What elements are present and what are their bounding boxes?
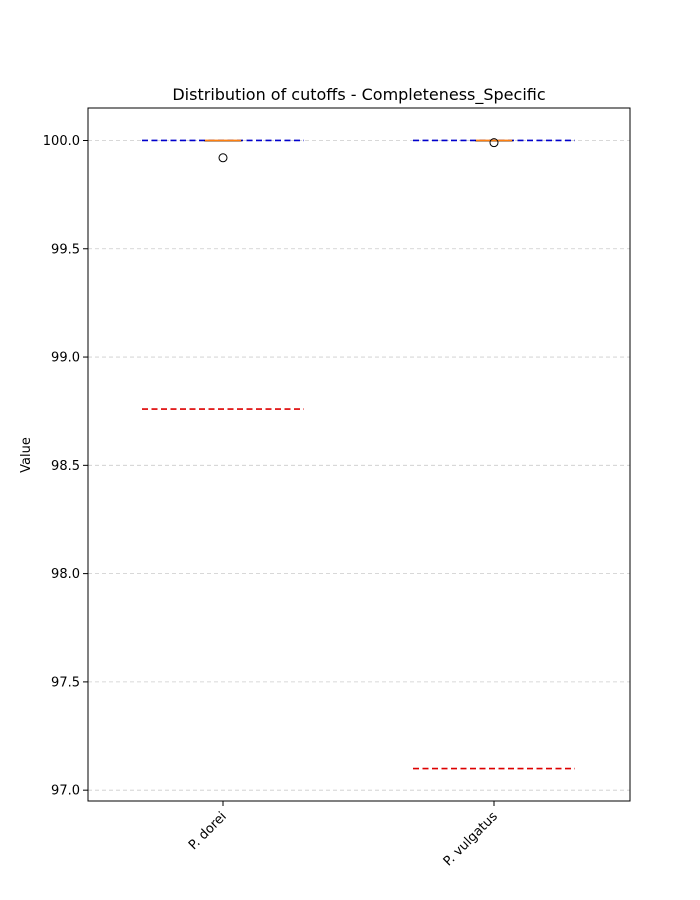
x-tick-label: P. vulgatus <box>441 809 501 869</box>
x-tick-label: P. dorei <box>186 809 230 853</box>
y-tick-label: 97.5 <box>51 675 80 690</box>
y-tick-label: 99.5 <box>51 242 80 257</box>
y-tick-label: 98.5 <box>51 459 80 474</box>
gridlines <box>88 140 630 791</box>
boxes <box>204 138 513 163</box>
y-axis-ticks: 97.0 97.5 98.0 98.5 99.0 99.5 100.0 <box>43 134 88 799</box>
outlier-point <box>218 153 228 163</box>
y-tick-label: 99.0 <box>51 351 80 366</box>
reference-lines <box>142 139 575 770</box>
y-axis-label: Value <box>19 437 34 473</box>
y-tick-label: 97.0 <box>51 784 80 799</box>
chart-title: Distribution of cutoffs - Completeness_S… <box>172 85 545 105</box>
y-tick-label: 98.0 <box>51 567 80 582</box>
x-axis-ticks: P. dorei P. vulgatus <box>186 801 501 869</box>
y-tick-label: 100.0 <box>43 134 80 149</box>
outlier-point <box>489 138 499 148</box>
plot-area-frame <box>87 107 631 802</box>
